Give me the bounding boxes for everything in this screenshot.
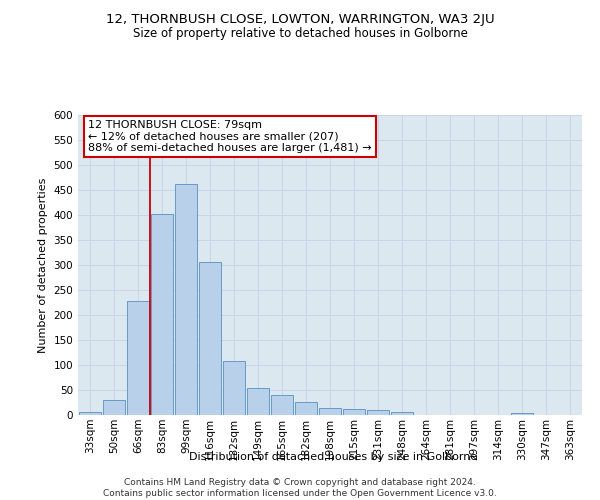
Bar	[247, 388, 269, 415]
Bar	[319, 408, 341, 415]
Bar	[103, 400, 125, 415]
Bar	[79, 412, 101, 415]
Y-axis label: Number of detached properties: Number of detached properties	[38, 178, 48, 352]
Bar	[175, 184, 197, 415]
Bar	[511, 412, 533, 415]
Text: 12, THORNBUSH CLOSE, LOWTON, WARRINGTON, WA3 2JU: 12, THORNBUSH CLOSE, LOWTON, WARRINGTON,…	[106, 12, 494, 26]
Bar	[295, 402, 317, 415]
Bar	[127, 301, 149, 415]
Text: 12 THORNBUSH CLOSE: 79sqm
← 12% of detached houses are smaller (207)
88% of semi: 12 THORNBUSH CLOSE: 79sqm ← 12% of detac…	[88, 120, 372, 152]
Bar	[367, 410, 389, 415]
Text: Contains HM Land Registry data © Crown copyright and database right 2024.
Contai: Contains HM Land Registry data © Crown c…	[103, 478, 497, 498]
Text: Size of property relative to detached houses in Golborne: Size of property relative to detached ho…	[133, 28, 467, 40]
Bar	[199, 262, 221, 415]
Bar	[271, 394, 293, 415]
Bar	[391, 412, 413, 415]
Bar	[343, 408, 365, 415]
Bar	[223, 360, 245, 415]
Bar	[151, 214, 173, 415]
Text: Distribution of detached houses by size in Golborne: Distribution of detached houses by size …	[189, 452, 477, 462]
